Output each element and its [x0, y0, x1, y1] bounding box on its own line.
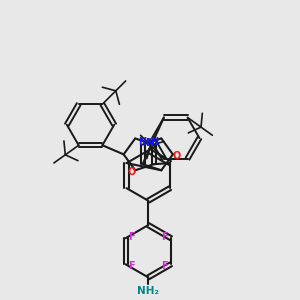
Text: F: F [161, 232, 168, 242]
Text: N: N [146, 138, 154, 148]
Text: F: F [129, 232, 135, 242]
Text: N: N [151, 137, 159, 147]
Text: O: O [172, 151, 181, 161]
Text: NH₂: NH₂ [137, 286, 159, 296]
Text: F: F [129, 261, 135, 271]
Text: O: O [128, 167, 136, 177]
Text: F: F [161, 261, 168, 271]
Text: N: N [138, 137, 146, 147]
